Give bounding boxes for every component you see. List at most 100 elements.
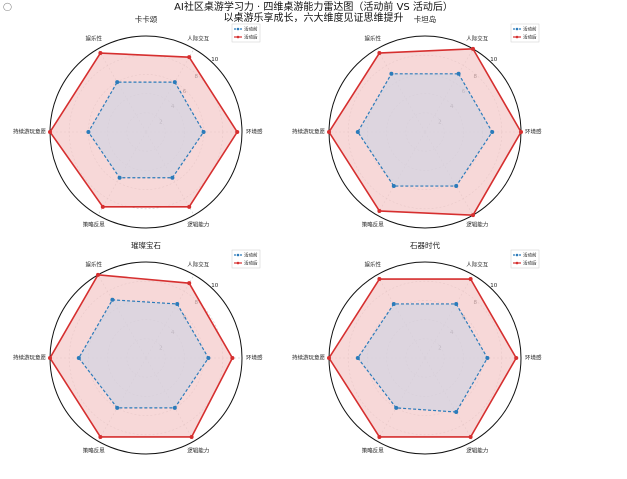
- axis-label: 持续游玩意愿: [13, 354, 47, 362]
- data-point-after: [230, 356, 235, 360]
- corner-mark-icon: ◯: [3, 2, 12, 11]
- legend-marker: [515, 27, 519, 31]
- radial-tick-label: 10: [211, 57, 218, 63]
- chart-title: 璀璨宝石: [131, 240, 161, 250]
- legend-marker: [515, 35, 519, 39]
- data-point-before: [170, 175, 175, 180]
- data-point-before: [485, 356, 490, 360]
- legend-label: 活动前: [523, 252, 537, 259]
- axis-label: 逻辑能力: [466, 447, 488, 455]
- data-point-before: [355, 130, 360, 134]
- axis-label: 环境感: [525, 354, 542, 362]
- data-point-before: [115, 405, 120, 410]
- data-point-before: [454, 184, 459, 189]
- legend-marker: [236, 261, 240, 265]
- radial-tick-label: 10: [490, 57, 497, 63]
- data-point-after: [471, 46, 475, 51]
- axis-label: 娱乐性: [86, 260, 103, 268]
- legend-marker: [236, 27, 240, 31]
- data-point-after: [377, 277, 382, 282]
- data-point-after: [48, 130, 52, 134]
- radar-chart-2: 246810人际交互环境感逻辑能力策略反思持续游玩意愿娱乐性卡坦岛活动前活动后: [292, 14, 542, 229]
- data-point-before: [117, 175, 122, 180]
- data-point-before: [86, 130, 91, 134]
- legend-label: 活动后: [523, 34, 537, 41]
- data-point-after: [471, 213, 475, 218]
- data-point-before: [454, 301, 459, 306]
- legend-marker: [236, 253, 240, 257]
- data-point-after: [468, 277, 473, 282]
- axis-label: 娱乐性: [365, 260, 382, 268]
- data-point-before: [454, 410, 459, 415]
- data-point-after: [98, 51, 103, 56]
- data-point-after: [96, 272, 100, 277]
- data-point-before: [389, 71, 394, 76]
- data-point-after: [48, 356, 52, 360]
- data-point-before: [110, 297, 115, 302]
- data-point-after: [377, 434, 382, 439]
- data-point-after: [327, 130, 331, 134]
- data-point-before: [391, 301, 396, 306]
- axis-label: 人际交互: [466, 34, 489, 42]
- data-point-after: [187, 55, 192, 60]
- data-point-after: [189, 434, 194, 439]
- axis-label: 持续游玩意愿: [13, 128, 47, 136]
- radar-chart-4: 246810人际交互环境感逻辑能力策略反思持续游玩意愿娱乐性石器时代活动前活动后: [292, 240, 542, 455]
- legend-marker: [515, 253, 519, 257]
- axis-label: 策略反思: [362, 221, 385, 229]
- radar-chart-1: 246810人际交互环境感逻辑能力策略反思持续游玩意愿娱乐性卡卡颂活动前活动后: [13, 14, 263, 229]
- page-subtitle: 以桌游乐享成长，六大维度见证思维提升: [223, 13, 404, 24]
- data-point-before: [490, 130, 495, 134]
- data-point-after: [514, 356, 519, 360]
- data-point-before: [115, 80, 120, 85]
- axis-label: 策略反思: [83, 447, 106, 455]
- legend-marker: [236, 35, 240, 39]
- data-point-before: [76, 356, 81, 360]
- legend-label: 活动后: [244, 34, 258, 41]
- axis-label: 人际交互: [187, 260, 210, 268]
- axis-label: 持续游玩意愿: [292, 128, 326, 136]
- axis-label: 策略反思: [362, 447, 385, 455]
- chart-title: 石器时代: [410, 240, 440, 250]
- legend-label: 活动前: [523, 26, 537, 33]
- page-title: AI社区桌游学习力 · 四维桌游能力雷达图（活动前 VS 活动后）: [174, 2, 453, 13]
- legend-label: 活动前: [244, 26, 258, 33]
- axis-label: 人际交互: [187, 34, 210, 42]
- axis-label: 逻辑能力: [187, 221, 209, 229]
- legend-marker: [515, 261, 519, 265]
- data-point-after: [98, 434, 103, 439]
- data-point-before: [394, 405, 399, 410]
- data-point-after: [327, 356, 331, 360]
- axis-label: 逻辑能力: [466, 221, 488, 229]
- data-point-after: [519, 130, 523, 134]
- legend-label: 活动前: [244, 252, 258, 259]
- data-point-after: [187, 204, 192, 209]
- axis-label: 策略反思: [83, 221, 106, 229]
- data-point-after: [468, 434, 473, 439]
- data-point-before: [206, 356, 211, 360]
- data-point-before: [355, 356, 360, 360]
- axis-label: 环境感: [246, 128, 263, 136]
- axis-label: 环境感: [246, 354, 263, 362]
- axis-label: 娱乐性: [365, 34, 382, 42]
- data-point-before: [172, 405, 177, 410]
- data-point-after: [187, 281, 192, 286]
- legend-label: 活动后: [523, 260, 537, 267]
- legend-label: 活动后: [244, 260, 258, 267]
- chart-title: 卡卡颂: [135, 14, 158, 24]
- data-point-after: [377, 208, 382, 213]
- radial-tick-label: 10: [490, 283, 497, 289]
- axis-label: 持续游玩意愿: [292, 354, 326, 362]
- data-point-before: [172, 80, 177, 85]
- axis-label: 环境感: [525, 128, 542, 136]
- chart-title: 卡坦岛: [414, 14, 437, 24]
- radar-chart-3: 246810人际交互环境感逻辑能力策略反思持续游玩意愿娱乐性璀璨宝石活动前活动后: [13, 240, 263, 455]
- data-point-before: [391, 184, 396, 189]
- axis-label: 逻辑能力: [187, 447, 209, 455]
- data-point-before: [201, 130, 206, 134]
- axis-label: 人际交互: [466, 260, 489, 268]
- axis-label: 娱乐性: [86, 34, 103, 42]
- data-point-before: [456, 71, 461, 76]
- radial-tick-label: 10: [211, 283, 218, 289]
